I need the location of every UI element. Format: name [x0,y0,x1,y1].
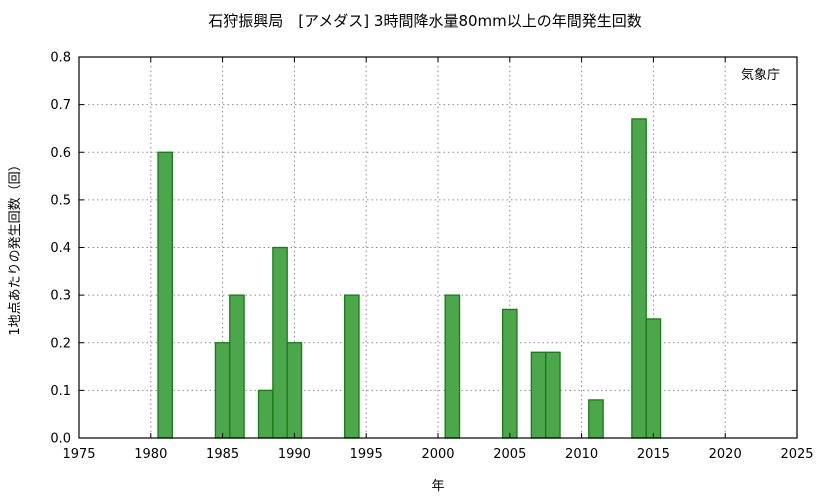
x-tick-label: 1985 [206,447,239,462]
y-tick-label: 0.1 [50,384,71,399]
bar-1986 [229,294,245,439]
bar-2001 [444,294,461,439]
x-axis-label: 年 [431,479,444,494]
bar-1988 [257,389,274,439]
chart-title: 石狩振興局 [アメダス] 3時間降水量80mm以上の年間発生回数 [208,12,642,30]
x-tick-label: 1995 [350,447,383,462]
x-tick-label: 2025 [780,447,813,462]
bar-2005 [501,308,518,439]
x-axis: 1975 1980 1985 1990 1995 2000 2005 2010 2015 2020… [62,57,814,462]
y-tick-label: 0.7 [50,98,71,113]
grid-lines [79,57,797,438]
y-tick-label: 0.6 [50,146,71,161]
bars [157,118,662,439]
x-tick-label: 1990 [278,447,311,462]
y-tick-label: 0.2 [50,336,71,351]
x-tick-label: 2000 [421,447,454,462]
bar-1989 [272,246,288,439]
bar-2008 [545,351,561,439]
y-axis-label: 1地点あたりの発生回数（回） [8,158,23,335]
x-tick-label: 2005 [493,447,526,462]
y-tick-label: 0.5 [50,193,71,208]
bar-1990 [286,342,303,439]
bar-1985 [214,342,231,439]
y-tick-label: 0.4 [50,241,71,256]
bar-2014 [631,118,647,439]
y-tick-label: 0.8 [50,51,71,66]
x-tick-label: 2010 [565,447,598,462]
x-tick-label: 1975 [62,447,95,462]
bar-1981 [157,151,173,439]
source-annotation: 気象庁 [741,67,780,83]
y-axis: 0.0 0.1 0.2 0.3 0.4 0.5 0.6 0.7 0.8 [50,51,797,447]
y-tick-label: 0.0 [50,432,71,447]
bar-2015 [645,318,662,439]
x-tick-label: 2020 [709,447,742,462]
x-tick-label: 2015 [637,447,670,462]
x-tick-label: 1980 [134,447,167,462]
bar-1994 [344,294,360,439]
y-tick-label: 0.3 [50,289,71,304]
bar-2007 [530,351,547,439]
bar-2011 [588,399,604,439]
